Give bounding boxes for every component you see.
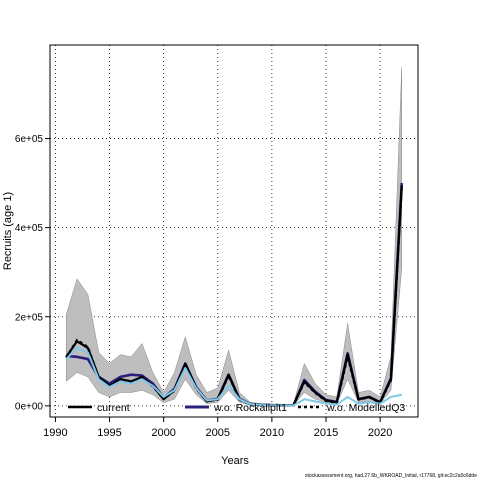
y-tick-label-3: 6e+05 <box>15 134 44 145</box>
x-tick-label-2005: 2005 <box>206 427 230 439</box>
y-tick-label-0: 0e+00 <box>15 401 44 412</box>
y-axis-label: Recruits (age 1) <box>2 192 14 270</box>
y-tick-label-2: 4e+05 <box>15 223 44 234</box>
confidence-band-area <box>65 67 403 406</box>
x-axis-ticks: 1990 1995 2000 2005 2010 2015 2020 <box>43 417 392 439</box>
x-tick-label-2020: 2020 <box>368 427 392 439</box>
footer-text: stockassessment.org, had.27.6b_WKROAD_In… <box>305 473 477 479</box>
legend-label-1: w.o. Rockallplt1 <box>213 402 287 414</box>
legend: current w.o. Rockallplt1 w.o. ModelledQ3 <box>68 402 405 414</box>
series-line-3 <box>65 346 402 407</box>
legend-label-0: current <box>97 402 130 414</box>
x-tick-label-1995: 1995 <box>97 427 121 439</box>
x-tick-label-2000: 2000 <box>151 427 175 439</box>
plot-frame <box>49 44 419 418</box>
x-tick-label-1990: 1990 <box>43 427 67 439</box>
legend-label-2: w.o. ModelledQ3 <box>326 402 405 414</box>
x-tick-label-2010: 2010 <box>260 427 284 439</box>
x-tick-label-2015: 2015 <box>314 427 338 439</box>
y-axis-ticks: 0e+00 2e+05 4e+05 6e+05 <box>15 134 50 412</box>
grid-lines <box>50 45 418 417</box>
x-axis-label: Years <box>221 455 249 467</box>
y-tick-label-1: 2e+05 <box>15 312 44 323</box>
series-line-0 <box>65 185 403 407</box>
confidence-band <box>65 67 403 406</box>
series-lines <box>65 183 404 407</box>
